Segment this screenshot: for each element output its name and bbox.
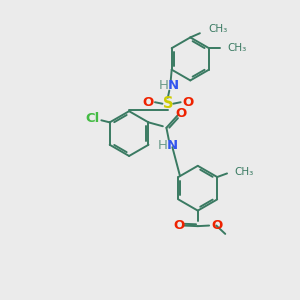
Text: Cl: Cl <box>86 112 100 125</box>
Text: O: O <box>173 219 184 232</box>
Text: O: O <box>176 107 187 120</box>
Text: O: O <box>142 96 153 109</box>
Text: O: O <box>182 96 194 109</box>
Text: N: N <box>167 139 178 152</box>
Text: CH₃: CH₃ <box>209 24 228 34</box>
Text: N: N <box>168 79 179 92</box>
Text: CH₃: CH₃ <box>227 43 247 53</box>
Text: H: H <box>158 79 168 92</box>
Text: O: O <box>211 219 223 232</box>
Text: H: H <box>157 139 167 152</box>
Text: CH₃: CH₃ <box>235 167 254 177</box>
Text: S: S <box>163 96 173 111</box>
